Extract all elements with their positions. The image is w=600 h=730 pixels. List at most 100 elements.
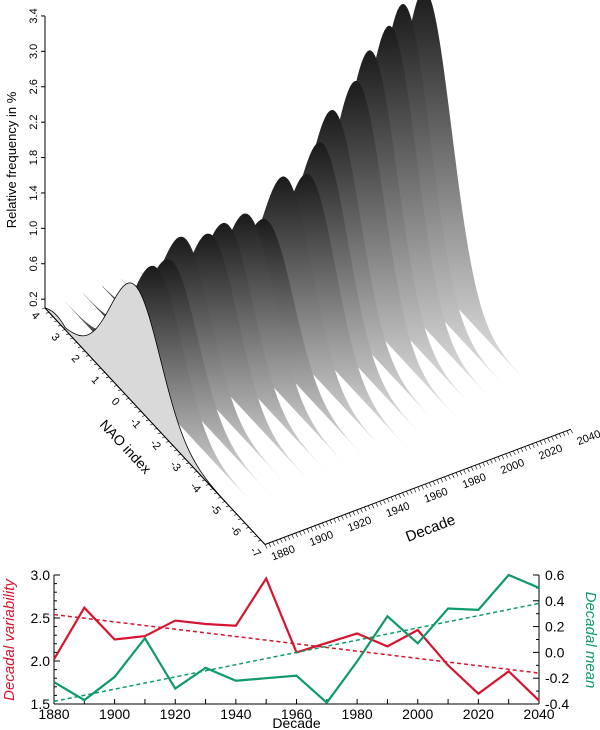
- nao-minor-tick: [173, 449, 178, 452]
- decade-minor-tick: [310, 527, 314, 532]
- right-tick-label: 0.0: [545, 644, 565, 660]
- decade-minor-tick: [367, 505, 371, 510]
- decade-minor-tick: [356, 509, 359, 515]
- nao-minor-tick: [61, 329, 66, 331]
- decade-minor-tick: [280, 538, 283, 543]
- decade-minor-tick: [432, 481, 436, 486]
- x-tick-label: 1980: [342, 706, 373, 722]
- decade-minor-tick: [535, 442, 539, 447]
- decade-minor-tick: [570, 429, 573, 434]
- decade-minor-tick: [532, 443, 535, 448]
- decade-minor-tick: [558, 433, 562, 438]
- decade-minor-tick: [428, 482, 432, 487]
- decade-minor-tick: [375, 502, 379, 507]
- decade-minor-tick: [306, 528, 310, 533]
- nao-minor-tick: [193, 471, 198, 473]
- decade-minor-tick: [421, 485, 424, 490]
- nao-minor-tick: [129, 402, 134, 404]
- nao-minor-tick: [157, 432, 162, 434]
- decade-minor-tick: [325, 521, 329, 526]
- decade-minor-tick: [451, 473, 455, 479]
- left-tick-label: 3.0: [31, 567, 51, 583]
- decade-minor-tick: [268, 542, 272, 548]
- decade-minor-tick: [295, 532, 298, 538]
- decade-minor-tick: [448, 475, 451, 480]
- decade-minor-tick: [501, 455, 505, 460]
- decade-minor-tick: [486, 460, 489, 466]
- nao-minor-tick: [41, 307, 46, 310]
- decade-minor-tick: [371, 504, 375, 509]
- nao-minor-tick: [161, 436, 166, 439]
- y-tick-label: 3.4: [28, 8, 40, 23]
- y-tick-label: 1.0: [28, 221, 40, 236]
- decade-minor-tick: [562, 432, 566, 437]
- decade-minor-tick: [291, 534, 295, 539]
- decade-minor-tick: [394, 495, 398, 500]
- nao-minor-tick: [73, 342, 78, 344]
- x-tick-label: 1900: [99, 706, 130, 722]
- decade-minor-tick: [524, 446, 528, 451]
- decade-minor-tick: [348, 512, 352, 517]
- nao-minor-tick: [53, 320, 58, 323]
- decade-minor-tick: [474, 465, 478, 470]
- right-tick-label: -0.2: [545, 670, 569, 686]
- nao-minor-tick: [253, 535, 258, 538]
- left-axis-label: Decadal variability: [1, 578, 18, 701]
- decade-minor-tick: [566, 430, 570, 435]
- right-tick-label: 0.2: [545, 619, 565, 635]
- decade-minor-tick: [276, 540, 279, 545]
- nao-minor-tick: [181, 458, 186, 460]
- nao-minor-tick: [237, 518, 242, 520]
- nao-minor-tick: [101, 372, 106, 374]
- decade-minor-tick: [406, 491, 409, 496]
- nao-minor-tick: [85, 355, 90, 357]
- decade-minor-tick: [467, 468, 470, 473]
- decadal-variability-trend-line: [53, 613, 540, 674]
- left-tick-label: 2.0: [31, 653, 51, 669]
- decade-minor-tick: [539, 440, 543, 445]
- left-tick-label: 2.5: [31, 610, 51, 626]
- nao-minor-tick: [117, 389, 122, 391]
- nao-minor-tick: [121, 393, 126, 396]
- nao-minor-tick: [93, 363, 98, 366]
- right-tick-label: -0.4: [545, 696, 569, 712]
- y-tick-label: 2.2: [28, 115, 40, 130]
- x-tick-label: 2040: [523, 706, 554, 722]
- decade-minor-tick: [547, 437, 550, 443]
- nao-minor-tick: [145, 419, 150, 422]
- decade-minor-tick: [413, 488, 417, 493]
- nao-minor-tick: [233, 514, 238, 516]
- decade-minor-tick: [287, 535, 291, 540]
- decade-minor-tick: [302, 529, 306, 535]
- decade-minor-tick: [409, 489, 413, 494]
- decade-minor-tick: [360, 508, 363, 513]
- nao-minor-tick: [65, 333, 70, 336]
- nao-minor-tick: [249, 531, 254, 533]
- nao-minor-tick: [185, 462, 190, 465]
- nao-minor-tick: [177, 453, 182, 456]
- decade-minor-tick: [329, 519, 333, 525]
- decade-minor-tick: [478, 463, 482, 468]
- decade-minor-tick: [344, 514, 348, 519]
- decade-minor-tick: [513, 450, 516, 456]
- decade-minor-tick: [425, 483, 428, 489]
- x-tick-label: 1940: [220, 706, 251, 722]
- decade-minor-tick: [352, 511, 356, 516]
- nao-minor-tick: [149, 423, 154, 426]
- nao-minor-tick: [109, 380, 114, 383]
- nao-minor-tick: [125, 398, 130, 400]
- nao-minor-tick: [57, 324, 62, 327]
- x-tick-label: 1920: [160, 706, 191, 722]
- x-axis-label: Decade: [272, 715, 320, 730]
- decade-minor-tick: [463, 469, 466, 474]
- nao-minor-tick: [137, 410, 142, 413]
- nao-minor-tick: [133, 406, 138, 409]
- decade-minor-tick: [364, 506, 367, 512]
- decade-minor-tick: [551, 436, 554, 441]
- decade-minor-tick: [318, 524, 321, 529]
- x-tick-label: 2020: [463, 706, 494, 722]
- y-tick-label: 2.6: [28, 79, 40, 94]
- decade-minor-tick: [337, 517, 340, 522]
- nao-minor-tick: [241, 522, 246, 525]
